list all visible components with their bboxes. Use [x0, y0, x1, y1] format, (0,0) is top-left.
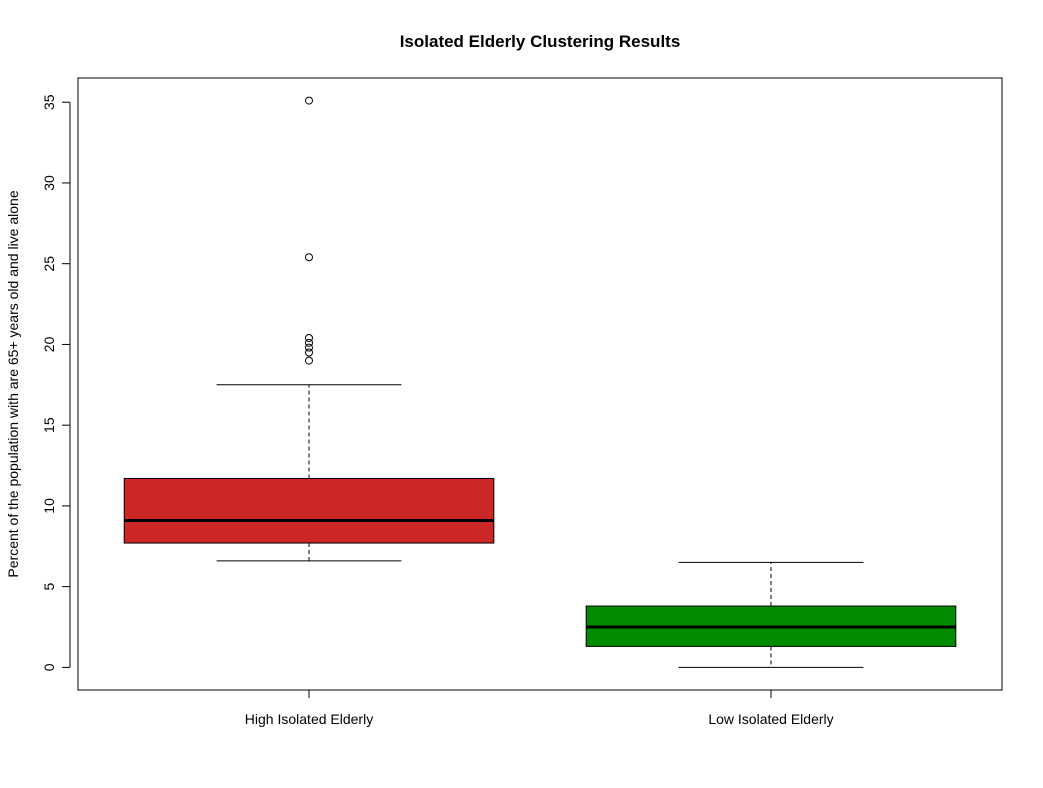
y-tick-label: 5: [41, 583, 57, 591]
outlier-point: [305, 253, 313, 262]
outlier-point: [305, 338, 313, 347]
y-tick-label: 25: [41, 256, 57, 272]
y-tick-label: 10: [41, 498, 57, 514]
y-tick-label: 15: [41, 417, 57, 433]
y-tick-label: 0: [41, 663, 57, 671]
boxes: [123, 96, 957, 668]
chart-title: Isolated Elderly Clustering Results: [400, 32, 681, 51]
y-tick-label: 20: [41, 336, 57, 352]
x-tick-label: High Isolated Elderly: [245, 711, 373, 727]
outlier-point: [305, 96, 313, 105]
plot-frame: [77, 77, 1003, 691]
box: [123, 477, 495, 544]
y-tick-label: 30: [41, 175, 57, 191]
box-group: [585, 561, 957, 668]
y-axis-label: Percent of the population with are 65+ y…: [5, 190, 21, 577]
y-tick-label: 35: [41, 94, 57, 110]
box-group: [123, 96, 495, 562]
outlier-point: [305, 348, 313, 357]
outlier-point: [305, 356, 313, 365]
outlier-point: [305, 333, 313, 342]
y-axis: 0 5 10 15 20 25 30 35: [41, 94, 71, 671]
x-tick-label: Low Isolated Elderly: [708, 711, 833, 727]
outlier-point: [305, 343, 313, 352]
x-axis: High Isolated Elderly Low Isolated Elderl…: [245, 689, 834, 727]
